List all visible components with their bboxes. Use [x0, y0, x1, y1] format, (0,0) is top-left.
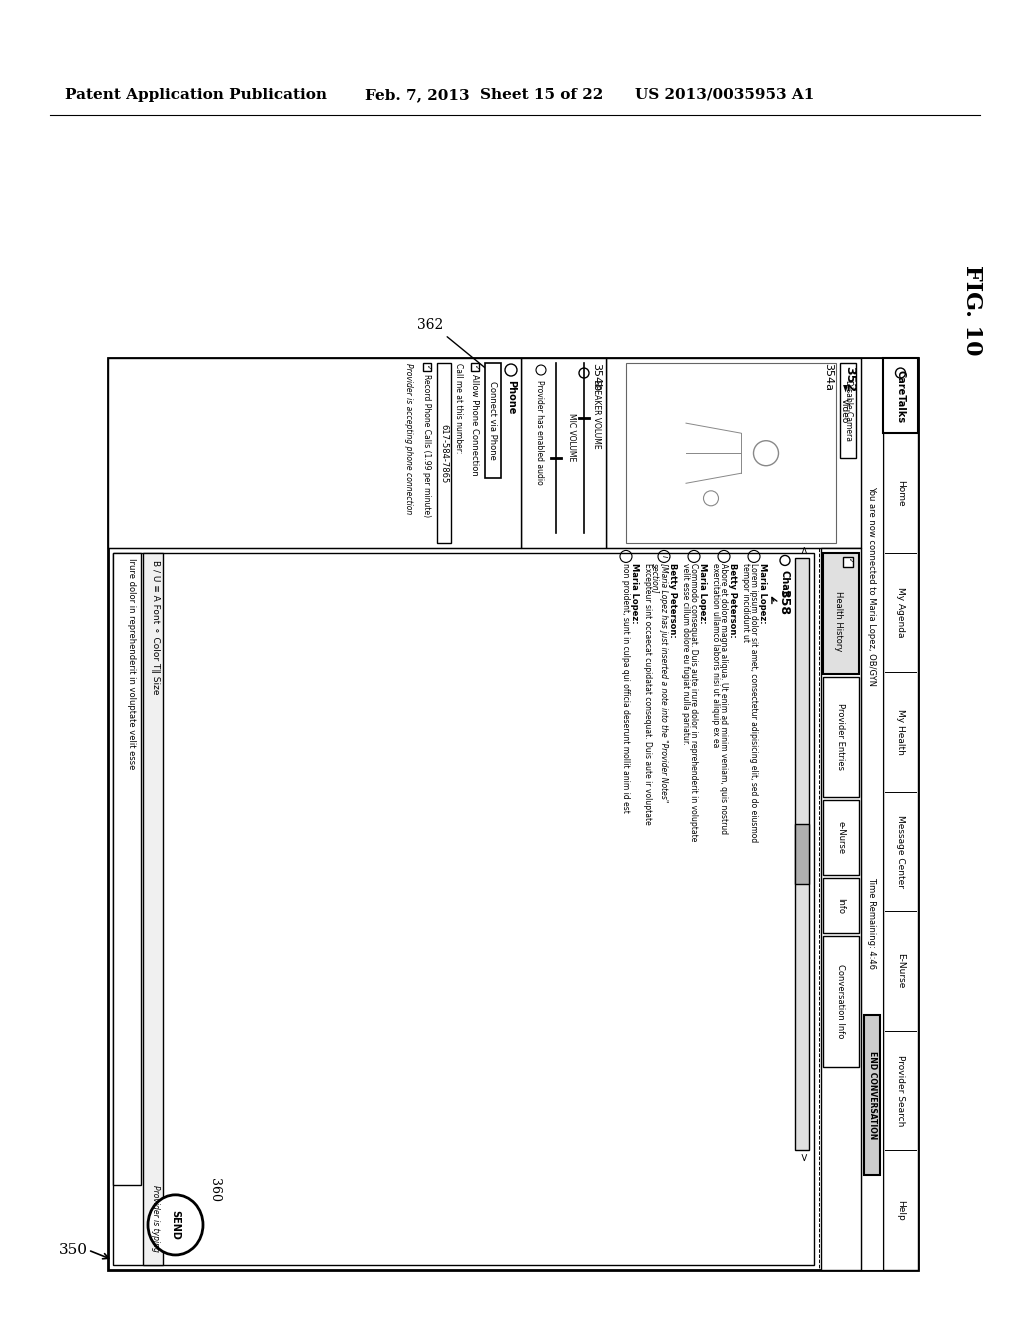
Text: Sheet 15 of 22: Sheet 15 of 22 [480, 88, 603, 102]
Text: Conversation Info: Conversation Info [837, 964, 846, 1039]
Text: 350: 350 [58, 1243, 87, 1257]
Text: Call me at this number:: Call me at this number: [454, 363, 463, 453]
Polygon shape [437, 363, 451, 544]
Text: Feb. 7, 2013: Feb. 7, 2013 [365, 88, 470, 102]
Text: section]: section] [651, 564, 660, 594]
Text: Betty Peterson:: Betty Peterson: [668, 564, 677, 638]
Text: 354b: 354b [591, 363, 601, 391]
Polygon shape [795, 558, 809, 1150]
Text: [Maria Lopez has just inserted a note into the "Provider Notes": [Maria Lopez has just inserted a note in… [659, 564, 668, 803]
Text: FIG. 10: FIG. 10 [961, 265, 983, 355]
Text: CareTalks: CareTalks [896, 370, 905, 422]
Text: E-Nurse: E-Nurse [896, 953, 905, 989]
Text: Disable Camera: Disable Camera [844, 380, 853, 441]
Polygon shape [823, 553, 859, 673]
Text: MIC VOLUME: MIC VOLUME [567, 413, 575, 462]
Text: Time Remaining: 4:46: Time Remaining: 4:46 [867, 878, 877, 969]
Polygon shape [821, 548, 861, 1270]
Text: END CONVERSATION: END CONVERSATION [867, 1051, 877, 1139]
Polygon shape [861, 358, 883, 1270]
Text: Health History: Health History [835, 591, 844, 652]
Text: Video: Video [840, 399, 849, 424]
Polygon shape [143, 553, 163, 1265]
Text: Betty Peterson:: Betty Peterson: [728, 564, 737, 638]
Text: exercitation ullamco laboris nisi ut aliquip ex ea: exercitation ullamco laboris nisi ut ali… [711, 564, 720, 748]
Text: ✓: ✓ [846, 558, 852, 565]
Text: e-Nurse: e-Nurse [837, 821, 846, 854]
Text: 354a: 354a [823, 363, 833, 391]
Text: Patent Application Publication: Patent Application Publication [65, 88, 327, 102]
Text: Help: Help [896, 1200, 905, 1221]
Text: ►: ► [841, 384, 851, 392]
Polygon shape [883, 358, 918, 1270]
Polygon shape [108, 358, 918, 1270]
Text: Phone: Phone [506, 380, 516, 414]
Text: Record Phone Calls (1.99 per minute): Record Phone Calls (1.99 per minute) [422, 374, 431, 517]
Text: Provider Search: Provider Search [896, 1055, 905, 1126]
Polygon shape [823, 936, 859, 1067]
Text: 358: 358 [777, 589, 790, 615]
Polygon shape [823, 677, 859, 797]
Ellipse shape [148, 1195, 203, 1255]
Text: Irure dolor in reprehenderit in voluptate velit esse: Irure dolor in reprehenderit in voluptat… [127, 558, 136, 770]
Text: SPEAKER VOLUME: SPEAKER VOLUME [592, 380, 601, 449]
Text: Commodo consequat. Duis aute irure dolor in reprehenderit in voluptate: Commodo consequat. Duis aute irure dolor… [689, 564, 698, 842]
Text: velit esse cillum dolore eu fugiat nulla pariatur.: velit esse cillum dolore eu fugiat nulla… [681, 564, 690, 746]
Polygon shape [840, 363, 856, 458]
Text: You are now connected to Maria Lopez, OB/GYN: You are now connected to Maria Lopez, OB… [867, 486, 877, 686]
Polygon shape [823, 878, 859, 933]
Text: SEND: SEND [171, 1210, 180, 1239]
Text: 352: 352 [843, 366, 856, 392]
Text: >: > [797, 1154, 807, 1163]
Text: Abore et dolore magna aliqua. Ut enim ad minim veniam, quis nostrud: Abore et dolore magna aliqua. Ut enim ad… [719, 564, 728, 834]
Polygon shape [471, 363, 479, 371]
Polygon shape [485, 363, 501, 478]
Polygon shape [423, 363, 431, 371]
Text: My Agenda: My Agenda [896, 587, 905, 638]
Text: Info: Info [837, 898, 846, 913]
Text: tempor incididunt ut: tempor incididunt ut [741, 564, 750, 643]
Text: Home: Home [896, 479, 905, 507]
Polygon shape [795, 824, 809, 884]
Text: Provider is accepting phone connection: Provider is accepting phone connection [404, 363, 413, 515]
Text: Provider Entries: Provider Entries [837, 704, 846, 771]
Text: Excepteur sint occaecat cupidatat consequat. Duis aute ir voluptate: Excepteur sint occaecat cupidatat conseq… [643, 564, 652, 825]
Polygon shape [113, 553, 814, 1265]
Text: Provider has enabled audio: Provider has enabled audio [535, 380, 544, 484]
Text: B / U ≡ A Font ⚬ Color T‖ Size: B / U ≡ A Font ⚬ Color T‖ Size [151, 561, 160, 694]
Text: Connect via Phone: Connect via Phone [488, 381, 498, 461]
Text: Message Center: Message Center [896, 814, 905, 888]
Text: US 2013/0035953 A1: US 2013/0035953 A1 [635, 88, 814, 102]
Text: 360: 360 [209, 1177, 221, 1201]
Text: Provider is typing: Provider is typing [151, 1185, 160, 1251]
Polygon shape [606, 358, 861, 548]
Text: ✓: ✓ [424, 366, 430, 371]
Polygon shape [864, 1015, 880, 1175]
Text: 362: 362 [417, 318, 443, 333]
Text: Allow Phone Connection: Allow Phone Connection [470, 374, 479, 475]
Polygon shape [823, 800, 859, 875]
Text: ✓: ✓ [472, 366, 478, 371]
Text: My Health: My Health [896, 709, 905, 755]
Polygon shape [113, 553, 141, 1185]
Polygon shape [108, 358, 521, 548]
Polygon shape [843, 557, 853, 568]
Text: Maria Lopez:: Maria Lopez: [758, 564, 767, 624]
Text: non proident, sunt in culpa qui officia deserunt mollit anim id est: non proident, sunt in culpa qui officia … [621, 564, 630, 813]
Polygon shape [521, 358, 606, 548]
Text: i: i [659, 556, 669, 557]
Text: 617-584-7865: 617-584-7865 [439, 424, 449, 483]
Polygon shape [883, 358, 918, 433]
Text: Chat: Chat [780, 570, 790, 595]
Text: Lorem ipsum dolor sit amet, consectetur adipisicing elit, sed do eiusmod: Lorem ipsum dolor sit amet, consectetur … [749, 564, 758, 842]
Text: <: < [797, 545, 807, 554]
Text: Maria Lopez:: Maria Lopez: [630, 564, 639, 624]
Text: Maria Lopez:: Maria Lopez: [698, 564, 707, 624]
